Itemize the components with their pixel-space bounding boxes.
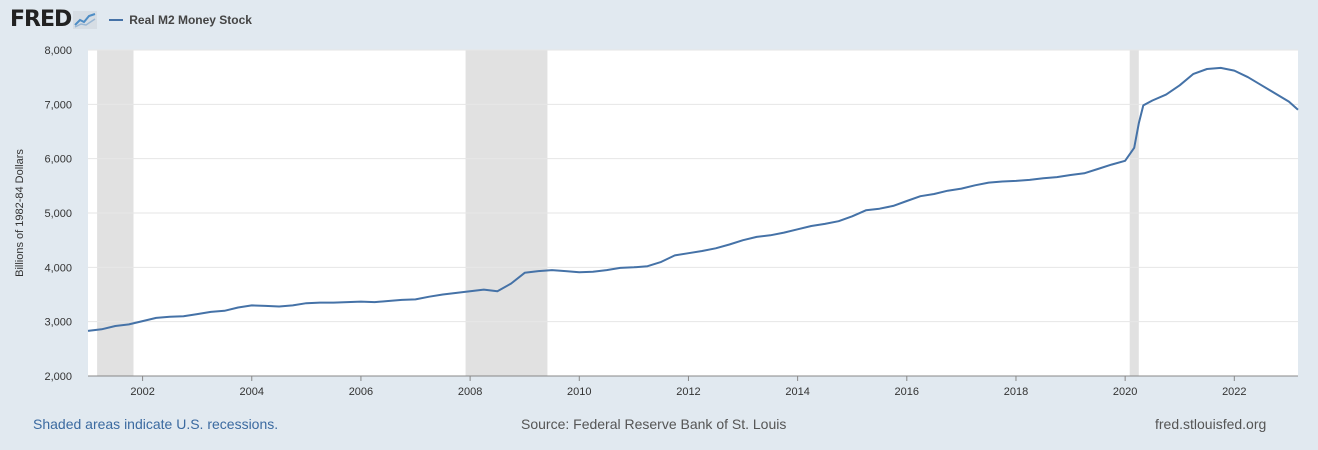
fred-logo[interactable]: FRED: [10, 7, 98, 32]
fred-url[interactable]: fred.stlouisfed.org: [1155, 416, 1267, 432]
series-line: [87, 66, 1299, 332]
legend[interactable]: Real M2 Money Stock: [109, 13, 252, 27]
y-tick-label: 5,000: [44, 208, 72, 220]
y-tick-label: 4,000: [44, 262, 72, 274]
fred-logo-text: FRED: [10, 7, 72, 32]
y-tick-label: 3,000: [44, 317, 72, 329]
x-tick-label: 2012: [676, 386, 700, 398]
x-tick-label: 2004: [240, 386, 264, 398]
x-tick-label: 2014: [785, 386, 809, 398]
plot-area: 2,000 3,000 4,000 5,000 6,000 7,000 8,000 2002 2…: [14, 45, 1299, 398]
y-tick-label: 8,000: [44, 45, 72, 57]
legend-label: Real M2 Money Stock: [129, 13, 252, 27]
trend-chart-icon: [73, 11, 98, 29]
y-tick-label: 7,000: [44, 99, 72, 111]
y-tick-label: 2,000: [44, 371, 72, 383]
source-text: Source: Federal Reserve Bank of St. Loui…: [521, 416, 787, 432]
legend-swatch: [109, 19, 124, 21]
x-tick-label: 2016: [895, 386, 919, 398]
x-tick-label: 2018: [1004, 386, 1028, 398]
x-tick-label: 2022: [1222, 386, 1246, 398]
x-tick-label: 2006: [349, 386, 373, 398]
recession-note: Shaded areas indicate U.S. recessions.: [33, 416, 279, 432]
y-axis-label: Billions of 1982-84 Dollars: [14, 149, 26, 277]
x-tick-label: 2010: [567, 386, 591, 398]
line-chart: 2,000 3,000 4,000 5,000 6,000 7,000 8,000 2002 2…: [14, 45, 1299, 398]
x-tick-label: 2002: [130, 386, 154, 398]
chart-header: FRED Real M2 Money Stock: [10, 6, 252, 34]
x-tick-label: 2008: [458, 386, 482, 398]
x-tick-label: 2020: [1113, 386, 1137, 398]
y-tick-label: 6,000: [44, 154, 72, 166]
